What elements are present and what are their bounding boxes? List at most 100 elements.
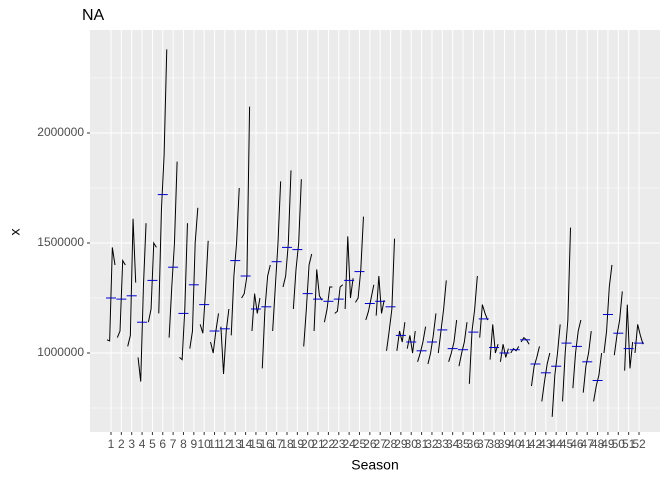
- x-tick-label: 16: [260, 437, 274, 451]
- x-tick-label: 11: [208, 437, 221, 451]
- x-tick-label: 49: [601, 437, 615, 451]
- x-tick-label: 43: [539, 437, 553, 451]
- x-tick-label: 41: [518, 437, 532, 451]
- x-tick-label: 7: [170, 437, 177, 451]
- subseries-line: [147, 241, 157, 323]
- subseries-line: [199, 240, 209, 334]
- subseries-line: [251, 293, 261, 332]
- chart-title: NA: [82, 7, 105, 24]
- subseries-line: [189, 207, 199, 349]
- subseries-line: [603, 264, 613, 354]
- subseries-line: [168, 161, 178, 338]
- x-tick-label: 2: [118, 437, 125, 451]
- x-tick-label: 5: [149, 437, 156, 451]
- subseries-line: [106, 247, 116, 342]
- x-tick-label: 1: [108, 437, 115, 451]
- x-tick-label: 25: [353, 437, 367, 451]
- x-tick-label: 39: [498, 437, 512, 451]
- subseries-line: [417, 326, 427, 362]
- subseries-line: [179, 223, 188, 361]
- subseries-line: [365, 284, 375, 321]
- x-tick-label: 13: [229, 437, 243, 451]
- subseries-line: [137, 223, 147, 382]
- subseries-line: [323, 286, 333, 323]
- x-tick-label: 47: [581, 437, 595, 451]
- y-tick-label: 1500000: [37, 235, 84, 249]
- x-tick-label: 45: [560, 437, 574, 451]
- x-tick-label: 3: [128, 437, 135, 451]
- x-tick-label: 48: [591, 437, 605, 451]
- subseries-line: [292, 179, 302, 310]
- x-tick-label: 42: [529, 437, 543, 451]
- x-tick-label: 34: [446, 437, 460, 451]
- subseries-line: [551, 324, 561, 417]
- subseries-line: [375, 275, 385, 316]
- x-tick-label: 37: [477, 437, 491, 451]
- y-tick-label: 2000000: [37, 125, 84, 139]
- x-tick-label: 8: [180, 437, 187, 451]
- x-tick-label: 36: [467, 437, 481, 451]
- subseries-line: [489, 324, 499, 360]
- x-tick-label: 12: [218, 437, 232, 451]
- x-tick-label: 27: [373, 437, 387, 451]
- x-tick-label: 30: [405, 437, 419, 451]
- x-tick-label: 52: [632, 437, 646, 451]
- x-tick-label: 31: [415, 437, 429, 451]
- subseries-line: [458, 322, 468, 367]
- x-tick-label: 18: [280, 437, 294, 451]
- x-tick-label: 51: [622, 437, 636, 451]
- x-tick-label: 10: [197, 437, 211, 451]
- x-tick-label: 17: [270, 437, 284, 451]
- x-tick-label: 44: [549, 437, 563, 451]
- x-tick-label: 9: [190, 437, 197, 451]
- subseries-line: [479, 304, 489, 338]
- x-tick-label: 26: [363, 437, 377, 451]
- x-tick-label: 14: [239, 437, 253, 451]
- x-tick-label: 50: [612, 437, 626, 451]
- x-tick-label: 33: [436, 437, 450, 451]
- x-tick-label: 24: [342, 437, 356, 451]
- x-tick-label: 19: [291, 437, 305, 451]
- subseries-line: [158, 49, 168, 314]
- subseries-line: [437, 280, 447, 354]
- subseries-line: [241, 106, 251, 299]
- x-tick-label: 28: [384, 437, 398, 451]
- subseries-line: [448, 319, 458, 362]
- subseries-line: [530, 346, 540, 387]
- y-axis-label: x: [7, 229, 23, 236]
- subseries-line: [624, 304, 634, 371]
- x-tick-label: 22: [322, 437, 336, 451]
- x-axis-label: Season: [351, 457, 398, 473]
- subseries-line: [572, 319, 582, 389]
- x-tick-label: 21: [311, 437, 325, 451]
- subseries-line: [313, 269, 323, 332]
- subseries-line: [396, 322, 406, 351]
- subseries-line: [386, 238, 396, 351]
- subseries-line: [272, 181, 282, 332]
- subseries-line: [116, 258, 126, 338]
- subseries-line: [613, 291, 623, 356]
- subseries-line: [427, 313, 437, 365]
- subseries-line: [634, 324, 644, 354]
- subseries-line: [303, 253, 313, 347]
- x-tick-label: 20: [301, 437, 315, 451]
- subseries-line: [582, 330, 592, 393]
- subseries-line: [355, 216, 364, 303]
- x-tick-label: 23: [332, 437, 346, 451]
- subseries-line: [562, 227, 572, 402]
- x-tick-label: 40: [508, 437, 522, 451]
- y-tick-label: 1000000: [37, 345, 84, 359]
- subseries-line: [468, 275, 478, 384]
- subseries-line: [282, 170, 292, 288]
- x-tick-label: 6: [159, 437, 166, 451]
- x-tick-label: 35: [456, 437, 470, 451]
- subseries-line: [344, 236, 354, 310]
- subseries-line: [210, 313, 220, 354]
- x-tick-label: 46: [570, 437, 584, 451]
- subseries-line: [127, 218, 137, 347]
- x-tick-label: 15: [249, 437, 263, 451]
- x-tick-label: 32: [425, 437, 439, 451]
- subseries-line: [230, 187, 240, 336]
- subseries-line: [220, 308, 230, 374]
